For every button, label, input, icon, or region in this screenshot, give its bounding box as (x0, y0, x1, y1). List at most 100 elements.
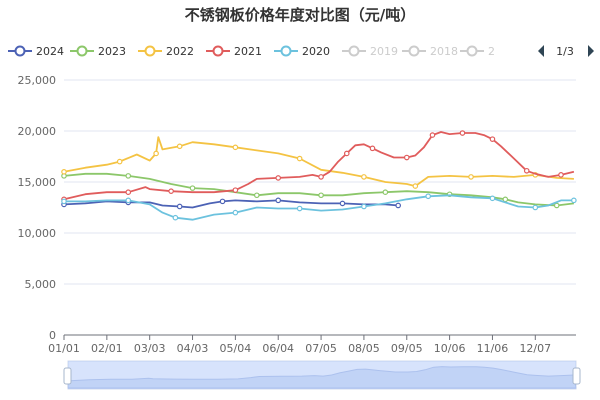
series-point-2024[interactable] (395, 202, 401, 209)
slider-handle-left[interactable] (63, 367, 72, 385)
series-point-2021[interactable] (168, 188, 174, 194)
legend-pager: 1/3 (538, 45, 594, 58)
legend-marker-2021 (212, 45, 224, 57)
x-tick-label: 11/06 (477, 342, 509, 355)
series-point-2024[interactable] (339, 200, 346, 207)
legend-label-2021: 2021 (234, 45, 262, 58)
series-point-2021[interactable] (489, 136, 496, 142)
series-point-2023[interactable] (125, 173, 132, 179)
series-point-2020[interactable] (61, 198, 67, 205)
legend-marker-2023 (76, 45, 88, 57)
series-point-2020[interactable] (232, 209, 239, 216)
legend-prev-icon[interactable] (538, 45, 544, 57)
series-point-2021[interactable] (318, 174, 324, 180)
x-tick-label: 06/04 (262, 342, 294, 355)
series-point-2023[interactable] (254, 192, 260, 199)
x-tick-label: 07/05 (305, 342, 337, 355)
series-point-2022[interactable] (176, 143, 183, 150)
legend: 2024 2023 2022 2021 2020 2019 2018 2 (8, 45, 495, 58)
series-point-2022[interactable] (232, 144, 239, 151)
y-tick-label: 20,000 (18, 125, 57, 138)
legend-item-2023[interactable]: 2023 (70, 45, 126, 58)
legend-label-2023: 2023 (98, 45, 126, 58)
series-point-2023[interactable] (553, 202, 560, 209)
slider-preview-area (67, 366, 577, 389)
series-line-2022 (63, 136, 574, 187)
series-point-2024[interactable] (176, 203, 183, 210)
x-tick-label: 12/07 (519, 342, 551, 355)
series-point-2021[interactable] (275, 175, 282, 181)
legend-item-2024[interactable]: 2024 (8, 45, 64, 58)
legend-label-2020: 2020 (302, 45, 330, 58)
series-point-2021[interactable] (343, 150, 350, 157)
zoom-slider[interactable] (63, 360, 581, 390)
series-point-2022[interactable] (361, 174, 367, 180)
series-point-2020[interactable] (489, 195, 496, 202)
series-point-2022[interactable] (296, 155, 303, 162)
series-layer (61, 130, 577, 221)
series-point-2024[interactable] (219, 198, 226, 205)
series-point-2021[interactable] (232, 187, 239, 193)
legend-item-2021[interactable]: 2021 (206, 45, 262, 58)
series-2022 (61, 136, 574, 189)
series-point-2021[interactable] (459, 130, 466, 136)
series-point-2021[interactable] (558, 172, 564, 178)
legend-marker-2020 (280, 45, 292, 57)
series-point-2022[interactable] (61, 169, 67, 175)
series-point-2022[interactable] (412, 183, 419, 189)
series-point-2023[interactable] (382, 189, 389, 196)
legend-marker-2024 (14, 45, 26, 57)
series-point-2022[interactable] (468, 174, 474, 180)
slider-window[interactable] (68, 361, 576, 389)
series-line-2020 (64, 194, 574, 221)
series-point-2023[interactable] (318, 192, 324, 199)
series-point-2020[interactable] (361, 203, 367, 210)
series-point-2022[interactable] (153, 150, 159, 157)
x-tick-label: 02/01 (91, 342, 123, 355)
series-2020 (61, 193, 577, 221)
legend-label-2019: 2019 (370, 45, 398, 58)
chart-title: 不锈钢板价格年度对比图（元/吨） (185, 6, 415, 24)
x-tick-label: 03/03 (134, 342, 166, 355)
x-tick-label: 10/06 (434, 342, 466, 355)
series-point-2020[interactable] (125, 197, 132, 204)
grid (64, 79, 576, 336)
legend-item-2020[interactable]: 2020 (274, 45, 330, 58)
x-axis: 01/01 02/01 03/03 04/03 05/04 06/04 07/05 08/05… (48, 335, 551, 355)
series-point-2021[interactable] (523, 167, 530, 174)
series-point-2021[interactable] (403, 154, 410, 161)
x-tick-label: 08/05 (348, 342, 380, 355)
series-point-2024[interactable] (275, 197, 282, 204)
legend-item-2019[interactable]: 2019 (342, 45, 398, 58)
slider-handle-right[interactable] (572, 367, 581, 385)
series-point-2021[interactable] (369, 145, 376, 152)
series-point-2020[interactable] (172, 214, 179, 221)
series-point-2021[interactable] (125, 189, 132, 196)
x-tick-label: 01/01 (48, 342, 80, 355)
legend-label-2: 2 (488, 45, 495, 58)
series-point-2021[interactable] (429, 132, 436, 138)
legend-label-2024: 2024 (36, 45, 64, 58)
legend-item-2022[interactable]: 2022 (138, 45, 194, 58)
legend-marker-2019 (348, 45, 360, 57)
legend-page-indicator: 1/3 (556, 45, 574, 58)
y-tick-label: 10,000 (18, 227, 57, 240)
series-point-2023[interactable] (189, 185, 196, 191)
series-point-2020[interactable] (532, 204, 539, 211)
series-point-2020[interactable] (296, 205, 303, 212)
legend-next-icon[interactable] (588, 45, 594, 57)
series-point-2020[interactable] (425, 193, 431, 200)
legend-marker-2018 (408, 45, 420, 57)
legend-marker-2 (466, 45, 478, 57)
y-tick-label: 5,000 (25, 278, 57, 291)
legend-item-2[interactable]: 2 (460, 45, 495, 58)
legend-label-2018: 2018 (430, 45, 458, 58)
x-tick-label: 09/05 (391, 342, 423, 355)
series-point-2023[interactable] (502, 196, 509, 203)
y-tick-label: 25,000 (18, 74, 57, 87)
legend-marker-2022 (144, 45, 156, 57)
series-point-2022[interactable] (116, 158, 123, 165)
series-point-2020[interactable] (571, 197, 577, 204)
legend-item-2018[interactable]: 2018 (402, 45, 458, 58)
